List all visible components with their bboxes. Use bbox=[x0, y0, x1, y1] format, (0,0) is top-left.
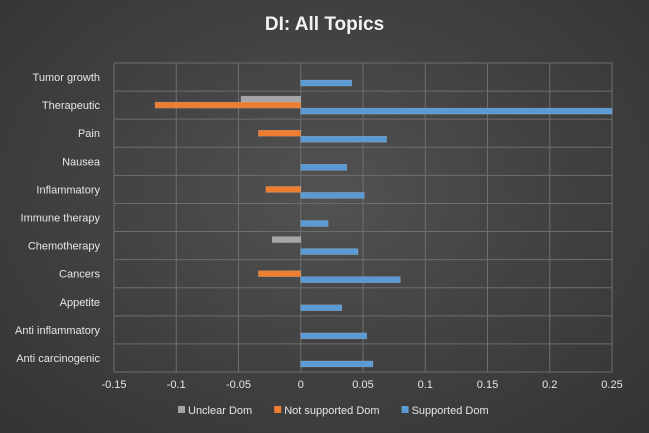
x-tick-label: -0.05 bbox=[226, 379, 251, 391]
bar-supported-dom bbox=[300, 220, 329, 227]
category-label: Chemotherapy bbox=[28, 241, 101, 253]
bar-supported-dom bbox=[300, 276, 401, 283]
category-label: Pain bbox=[78, 128, 100, 140]
x-tick-label: -0.1 bbox=[167, 379, 186, 391]
bar-not-supported-dom bbox=[258, 270, 302, 277]
category-label: Anti inflammatory bbox=[15, 325, 100, 337]
chart-title: DI: All Topics bbox=[265, 14, 384, 35]
category-label: Appetite bbox=[60, 297, 100, 309]
legend-swatch bbox=[401, 406, 409, 413]
legend-label: Unclear Dom bbox=[188, 405, 252, 417]
category-label: Immune therapy bbox=[21, 213, 101, 225]
x-tick-label: 0.15 bbox=[477, 379, 498, 391]
bar-unclear-dom bbox=[271, 236, 301, 243]
category-label: Therapeutic bbox=[42, 100, 101, 112]
x-tick-label: 0 bbox=[298, 379, 304, 391]
bar-supported-dom bbox=[300, 304, 343, 312]
x-tick-label: 0.25 bbox=[601, 379, 622, 391]
bar-supported-dom bbox=[300, 135, 387, 143]
bar-supported-dom bbox=[300, 192, 365, 199]
bar-supported-dom bbox=[300, 360, 374, 368]
bar-supported-dom bbox=[300, 248, 359, 255]
x-tick-label: 0.1 bbox=[418, 379, 433, 391]
x-tick-label: 0.2 bbox=[542, 379, 557, 391]
legend-swatch bbox=[274, 406, 282, 413]
category-label: Inflammatory bbox=[36, 184, 100, 196]
category-label: Tumor growth bbox=[33, 72, 100, 84]
bar-not-supported-dom bbox=[258, 129, 302, 137]
bar-not-supported-dom bbox=[265, 186, 302, 193]
category-label: Cancers bbox=[59, 269, 100, 281]
labels-layer: -0.15 -0.1 -0.05 0 0.05 0.1 0.15 0.2 0.25 Tumor g… bbox=[15, 72, 623, 391]
legend-swatch bbox=[178, 406, 185, 413]
category-label: Anti carcinogenic bbox=[16, 353, 100, 365]
bar-not-supported-dom bbox=[154, 101, 301, 109]
legend-label: Not supported Dom bbox=[284, 405, 379, 417]
x-tick-label: -0.15 bbox=[101, 379, 126, 391]
bar-supported-dom bbox=[300, 79, 353, 87]
legend-label: Supported Dom bbox=[412, 405, 489, 417]
bar-supported-dom bbox=[300, 164, 348, 171]
grid-layer bbox=[113, 62, 613, 373]
bar-supported-dom bbox=[300, 332, 367, 340]
x-tick-label: 0.05 bbox=[352, 379, 373, 391]
legend: Unclear Dom Not supported Dom Supported Do… bbox=[178, 405, 489, 417]
bar-supported-dom bbox=[300, 107, 613, 115]
bars-layer bbox=[154, 79, 613, 368]
bar-unclear-dom bbox=[240, 95, 302, 103]
category-label: Nausea bbox=[62, 156, 101, 168]
